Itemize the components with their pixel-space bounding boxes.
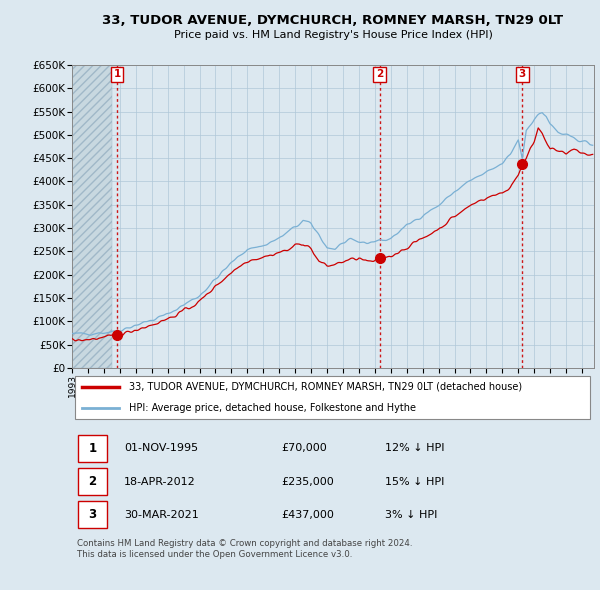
Text: 1: 1: [89, 442, 97, 455]
Text: Contains HM Land Registry data © Crown copyright and database right 2024.
This d: Contains HM Land Registry data © Crown c…: [77, 539, 413, 559]
Text: 2: 2: [376, 70, 383, 80]
Text: HPI: Average price, detached house, Folkestone and Hythe: HPI: Average price, detached house, Folk…: [130, 404, 416, 414]
Text: 01-NOV-1995: 01-NOV-1995: [124, 443, 199, 453]
Text: 33, TUDOR AVENUE, DYMCHURCH, ROMNEY MARSH, TN29 0LT (detached house): 33, TUDOR AVENUE, DYMCHURCH, ROMNEY MARS…: [130, 382, 523, 392]
FancyBboxPatch shape: [74, 376, 590, 419]
Text: 18-APR-2012: 18-APR-2012: [124, 477, 196, 487]
Text: £437,000: £437,000: [281, 510, 334, 520]
FancyBboxPatch shape: [78, 435, 107, 462]
Text: 15% ↓ HPI: 15% ↓ HPI: [385, 477, 445, 487]
Text: Price paid vs. HM Land Registry's House Price Index (HPI): Price paid vs. HM Land Registry's House …: [173, 31, 493, 40]
Text: 3% ↓ HPI: 3% ↓ HPI: [385, 510, 437, 520]
Text: 2: 2: [89, 475, 97, 488]
Text: 3: 3: [89, 509, 97, 522]
Text: 30-MAR-2021: 30-MAR-2021: [124, 510, 199, 520]
Text: 3: 3: [518, 70, 526, 80]
Text: 12% ↓ HPI: 12% ↓ HPI: [385, 443, 445, 453]
Text: £70,000: £70,000: [281, 443, 326, 453]
Text: 33, TUDOR AVENUE, DYMCHURCH, ROMNEY MARSH, TN29 0LT: 33, TUDOR AVENUE, DYMCHURCH, ROMNEY MARS…: [103, 14, 563, 27]
Bar: [72, 65, 112, 368]
FancyBboxPatch shape: [78, 502, 107, 529]
Text: £235,000: £235,000: [281, 477, 334, 487]
Text: 1: 1: [113, 70, 121, 80]
FancyBboxPatch shape: [78, 468, 107, 495]
